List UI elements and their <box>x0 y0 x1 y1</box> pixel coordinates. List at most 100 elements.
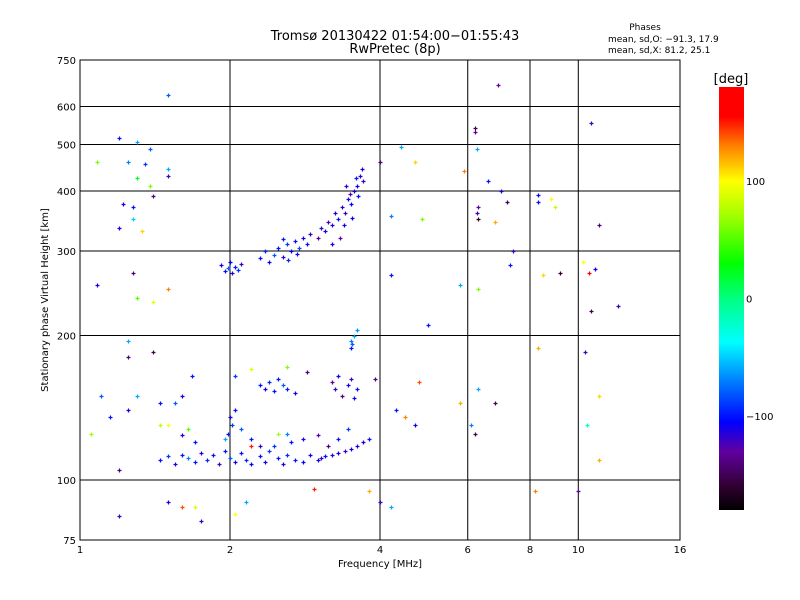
data-point <box>223 449 228 454</box>
data-point <box>226 432 231 437</box>
data-point <box>476 205 481 210</box>
y-tick-label: 400 <box>57 187 76 198</box>
data-point <box>413 160 418 165</box>
data-point <box>267 380 272 385</box>
data-point <box>267 260 272 265</box>
data-point <box>173 401 178 406</box>
data-points <box>89 83 621 524</box>
data-point <box>99 394 104 399</box>
data-point <box>233 374 238 379</box>
data-point <box>158 458 163 463</box>
data-point <box>228 456 233 461</box>
data-point <box>576 489 581 494</box>
data-point <box>223 269 228 274</box>
x-tick-label: 1 <box>77 545 83 556</box>
data-point <box>541 273 546 278</box>
data-point <box>336 217 341 222</box>
data-point <box>349 447 354 452</box>
data-point <box>476 287 481 292</box>
data-point <box>126 355 131 360</box>
data-point <box>536 193 541 198</box>
data-point <box>616 304 621 309</box>
data-point <box>258 256 263 261</box>
data-point <box>126 408 131 413</box>
colorbar-tick-label: 0 <box>746 295 752 306</box>
data-point <box>343 211 348 216</box>
x-tick-label: 6 <box>465 545 471 556</box>
y-axis-ticks: 75 100 200 300 400 500 600 750 <box>57 56 76 547</box>
data-point <box>223 437 228 442</box>
data-point <box>281 237 286 242</box>
stats-o-mode: mean, sd,O: −91.3, 17.9 <box>608 35 719 45</box>
data-point <box>281 462 286 467</box>
data-point <box>258 383 263 388</box>
data-point <box>597 223 602 228</box>
data-point <box>166 423 171 428</box>
data-point <box>597 394 602 399</box>
data-point <box>346 197 351 202</box>
data-point <box>148 147 153 152</box>
data-point <box>295 252 300 257</box>
data-point <box>117 226 122 231</box>
data-point <box>340 394 345 399</box>
data-point <box>330 380 335 385</box>
data-point <box>186 456 191 461</box>
data-point <box>316 433 321 438</box>
data-point <box>281 383 286 388</box>
data-point <box>190 374 195 379</box>
data-point <box>151 350 156 355</box>
data-point <box>346 383 351 388</box>
y-tick-label: 100 <box>57 476 76 487</box>
data-point <box>355 328 360 333</box>
data-point <box>389 214 394 219</box>
data-point <box>417 380 422 385</box>
data-point <box>367 437 372 442</box>
data-point <box>373 377 378 382</box>
data-point <box>352 334 357 339</box>
data-point <box>458 401 463 406</box>
data-point <box>553 205 558 210</box>
data-point <box>117 136 122 141</box>
data-point <box>358 174 363 179</box>
data-point <box>389 505 394 510</box>
data-point <box>360 167 365 172</box>
data-point <box>355 444 360 449</box>
data-point <box>458 283 463 288</box>
data-point <box>276 432 281 437</box>
data-point <box>338 236 343 241</box>
y-tick-label: 300 <box>57 247 76 258</box>
data-point <box>281 255 286 260</box>
x-tick-label: 2 <box>227 545 233 556</box>
data-point <box>285 387 290 392</box>
data-point <box>89 432 94 437</box>
data-point <box>348 192 353 197</box>
data-point <box>95 283 100 288</box>
data-point <box>285 432 290 437</box>
x-tick-label: 8 <box>527 545 533 556</box>
data-point <box>581 260 586 265</box>
data-point <box>323 229 328 234</box>
data-point <box>426 323 431 328</box>
data-point <box>496 83 501 88</box>
data-point <box>533 489 538 494</box>
phase-colorbar <box>719 87 744 510</box>
data-point <box>316 236 321 241</box>
data-point <box>166 174 171 179</box>
data-point <box>126 339 131 344</box>
data-point <box>272 389 277 394</box>
data-point <box>469 423 474 428</box>
data-point <box>473 130 478 135</box>
data-point <box>233 265 238 270</box>
data-point <box>583 350 588 355</box>
data-point <box>589 121 594 126</box>
x-tick-label: 4 <box>377 545 383 556</box>
data-point <box>343 449 348 454</box>
data-point <box>148 184 153 189</box>
data-point <box>166 454 171 459</box>
data-point <box>276 456 281 461</box>
colorbar-label: [deg] <box>714 72 749 87</box>
data-point <box>297 246 302 251</box>
data-point <box>389 273 394 278</box>
stats-x-mode: mean, sd,X: 81.2, 25.1 <box>608 46 710 56</box>
data-point <box>330 453 335 458</box>
